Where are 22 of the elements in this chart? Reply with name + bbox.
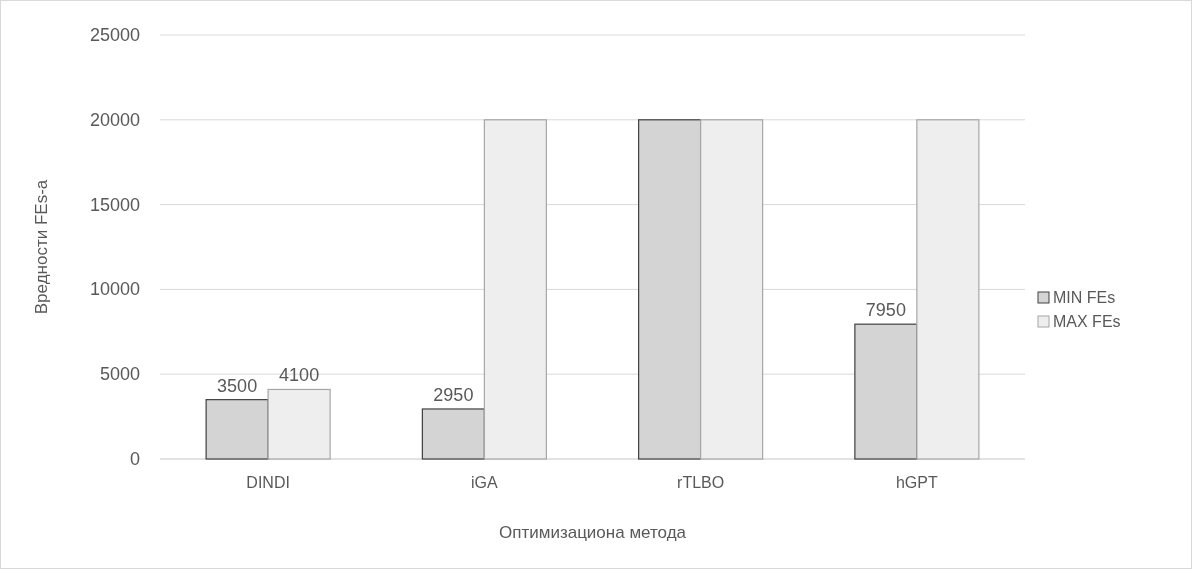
y-tick-label: 0 bbox=[129, 449, 140, 469]
x-tick-label: DINDI bbox=[246, 474, 290, 491]
y-axis-title: Вредности FEs-a bbox=[32, 179, 51, 315]
data-label: 4100 bbox=[279, 365, 320, 386]
bar bbox=[267, 388, 331, 460]
data-label: 2950 bbox=[433, 384, 474, 405]
bar bbox=[700, 119, 764, 460]
y-tick-label: 5000 bbox=[99, 364, 140, 385]
legend-label: MIN FEs bbox=[1053, 289, 1116, 306]
data-label: 7950 bbox=[865, 300, 906, 321]
y-tick-label: 10000 bbox=[89, 279, 140, 300]
y-tick-label: 15000 bbox=[89, 194, 140, 215]
legend-label: MAX FEs bbox=[1053, 313, 1121, 330]
x-axis-title: Оптимизациона метода bbox=[498, 523, 687, 542]
bar bbox=[483, 119, 547, 460]
x-tick-label: rTLBO bbox=[677, 474, 725, 491]
x-tick-label: hGPT bbox=[895, 474, 938, 491]
data-label: 3500 bbox=[217, 375, 258, 396]
x-tick-label: iGA bbox=[471, 474, 499, 491]
bar bbox=[916, 119, 980, 460]
y-tick-label: 25000 bbox=[89, 25, 140, 45]
y-tick-label: 20000 bbox=[89, 109, 140, 130]
